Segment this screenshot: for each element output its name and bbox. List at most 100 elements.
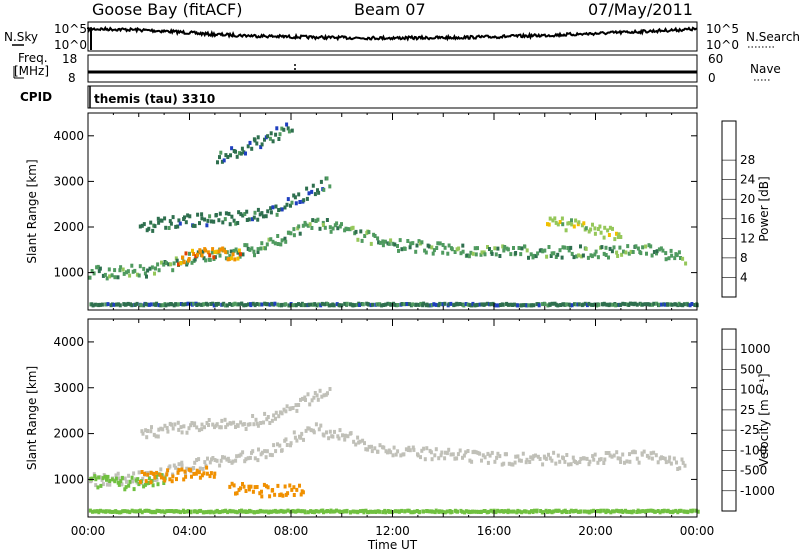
power-echo-cell [182,302,186,307]
velocity-echo-cell [237,453,241,458]
power-echo-cell [232,218,236,223]
freq-tick-top: 18 [62,52,78,66]
velocity-echo-cell [562,456,565,461]
power-echo-cell [593,302,597,307]
velocity-echo-cell [604,451,608,455]
velocity-echo-cell [647,455,651,460]
power-echo-cell [443,245,447,250]
power-echo-cell [139,303,143,308]
velocity-echo-cell [256,423,260,428]
velocity-echo-cell [292,485,296,490]
power-echo-cell [584,226,588,231]
velocity-echo-cell [218,425,222,430]
power-echo-cell [461,249,465,254]
power-echo-cell [536,251,540,256]
velocity-echo-cell [227,459,231,463]
power-echo-cell [453,302,457,307]
velocity-echo-cell [333,429,336,434]
velocity-echo-cell [416,453,420,458]
power-echo-cell [679,302,683,307]
velocity-echo-cell [322,510,325,515]
velocity-echo-cell [467,510,471,515]
power-echo-cell [340,222,343,227]
velocity-echo-cell [141,431,145,436]
power-echo-cell [320,301,324,306]
power-echo-cell [277,208,281,212]
velocity-echo-cell [563,459,567,464]
velocity-echo-cell [281,493,285,498]
velocity-echo-cell [97,510,101,515]
velocity-echo-cell [285,404,289,409]
velocity-echo-cell [382,445,386,450]
power-echo-cell [667,256,671,261]
velocity-echo-cell [143,482,147,487]
power-echo-cell [119,265,123,270]
velocity-echo-cell [568,509,572,514]
velocity-echo-cell [251,489,255,494]
power-echo-cell [361,302,365,307]
power-echo-cell [670,253,674,258]
power-echo-cell [563,245,567,250]
velocity-echo-cell [662,508,666,513]
velocity-echo-cell [310,398,314,403]
power-echo-cell [647,243,651,248]
power-echo-cell [196,250,200,255]
velocity-echo-cell [177,462,181,467]
velocity-echo-cell [582,456,586,461]
power-echo-cell [596,255,600,260]
velocity-echo-cell [326,509,329,513]
velocity-echo-cell [241,422,245,427]
power-echo-cell [617,232,621,237]
power-echo-cell [280,126,284,131]
power-echo-cell [608,246,612,251]
power-echo-cell [498,303,502,307]
power-echo-cell [581,253,585,258]
power-echo-cell [113,268,117,273]
power-echo-cell [378,240,382,245]
power-echo-cell [329,229,333,234]
power-echo-cell [343,301,347,306]
power-echo-cell [208,253,212,258]
velocity-echo-cell [641,509,645,514]
power-echo-cell [425,302,429,307]
power-echo-cell [317,190,321,195]
velocity-echo-cell [420,448,424,453]
velocity-echo-cell [407,508,411,513]
velocity-echo-cell [434,508,438,513]
velocity-echo-cell [611,509,614,514]
velocity-echo-cell [587,462,591,467]
velocity-echo-cell [370,449,374,454]
cpid-value: themis (tau) 3310 [94,92,216,106]
velocity-echo-cell [425,446,429,451]
power-echo-cell [468,303,472,308]
power-echo-cell [351,225,355,230]
velocity-echo-cell [241,509,245,514]
velocity-echo-cell [264,455,268,460]
power-echo-cell [354,229,358,234]
velocity-echo-cell [123,476,127,481]
velocity-echo-cell [381,510,385,515]
power-echo-cell [494,252,498,257]
power-echo-cell [264,246,267,251]
power-echo-cell [375,302,379,307]
velocity-echo-cell [232,420,236,425]
power-echo-cell [465,253,469,258]
velocity-echo-cell [144,479,148,484]
velocity-echo-cell [322,433,326,438]
power-echo-cell [541,249,545,254]
power-echo-cell [176,224,180,229]
velocity-echo-cell [268,494,272,499]
power-echo-cell [108,274,112,279]
velocity-echo-cell [288,483,292,488]
power-echo-cell [224,153,228,158]
power-echo-cell [369,241,373,246]
power-echo-cell [276,242,280,246]
power-echo-cell [310,226,314,230]
power-echo-cell [516,303,520,308]
velocity-echo-cell [474,450,478,455]
power-echo-cell [438,241,442,246]
power-echo-cell [209,219,213,224]
velocity-echo-cell [303,510,307,515]
velocity-echo-cell [108,509,112,514]
power-echo-cell [496,303,500,308]
